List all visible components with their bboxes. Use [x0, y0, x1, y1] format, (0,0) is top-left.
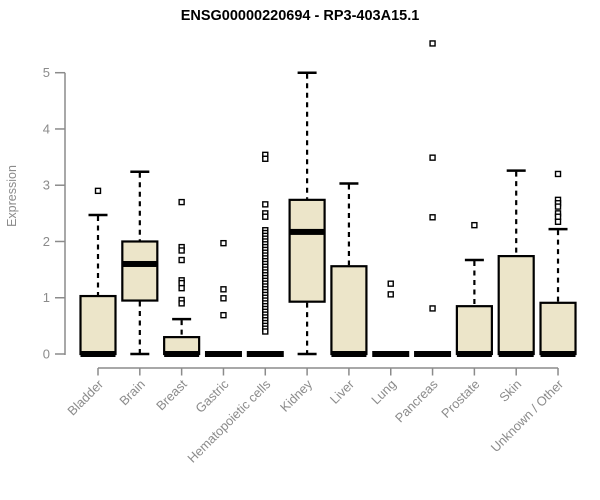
x-tick-label: Prostate: [438, 377, 482, 421]
outlier-point: [429, 214, 436, 221]
median-line: [246, 351, 284, 357]
outlier-point: [94, 187, 102, 195]
x-tick-label: Brain: [116, 377, 148, 409]
x-tick-label: Lung: [368, 377, 399, 408]
outlier-point: [471, 221, 478, 229]
outlier-point: [178, 300, 185, 307]
median-line: [80, 351, 116, 357]
outlier-point: [387, 291, 394, 298]
outlier-point: [554, 218, 562, 225]
chart-title: ENSG00000220694 - RP3-403A15.1: [180, 8, 420, 24]
outlier-point: [554, 203, 562, 210]
outlier-point: [429, 154, 436, 161]
outlier-point: [554, 213, 562, 220]
box-iqr: [79, 294, 117, 356]
outlier-point: [387, 280, 394, 287]
median-line: [289, 228, 325, 235]
box-iqr: [288, 198, 326, 303]
box-iqr: [497, 255, 535, 356]
outlier-point: [262, 213, 269, 220]
outlier-point: [178, 247, 185, 254]
median-line: [540, 351, 576, 357]
outlier-point: [262, 201, 269, 208]
y-tick-label: 0: [43, 347, 50, 362]
x-tick-label: Gastric: [192, 376, 232, 416]
y-tick-label: 5: [43, 65, 50, 80]
x-tick-label: Kidney: [277, 376, 316, 415]
median-line: [204, 351, 242, 357]
median-line: [331, 351, 367, 357]
x-tick-label: Breast: [153, 376, 190, 413]
outlier-point: [178, 256, 185, 264]
box-iqr: [455, 305, 493, 356]
x-tick-label: Bladder: [64, 376, 106, 418]
outlier-point: [178, 279, 185, 287]
outlier-point: [220, 239, 227, 247]
outlier-point: [220, 286, 227, 293]
outlier-point: [220, 311, 227, 319]
outlier-point: [429, 305, 436, 312]
outlier-point: [262, 155, 269, 162]
x-tick-label: Unknown / Other: [488, 376, 567, 455]
outlier-point: [554, 170, 562, 178]
outlier-point: [178, 284, 185, 292]
y-tick-label: 2: [43, 234, 50, 249]
median-line: [456, 351, 492, 357]
x-tick-label: Liver: [327, 376, 358, 407]
x-tick-label: Pancreas: [392, 377, 441, 426]
outlier-point: [429, 40, 436, 47]
y-axis-title: Expression: [5, 165, 19, 227]
median-line: [164, 351, 200, 357]
median-line: [498, 351, 534, 357]
outlier-point: [262, 328, 269, 335]
box-iqr: [121, 240, 159, 302]
y-tick-label: 4: [43, 121, 50, 136]
outlier-point: [220, 295, 227, 302]
median-line: [372, 351, 410, 357]
x-tick-label: Hematopoietic cells: [184, 377, 273, 466]
y-tick-label: 1: [43, 290, 50, 305]
x-tick-label: Skin: [496, 377, 524, 405]
median-line: [122, 260, 158, 267]
outlier-point: [178, 198, 185, 206]
box-iqr: [330, 265, 368, 356]
box-iqr: [539, 301, 577, 356]
y-tick-label: 3: [43, 178, 50, 193]
median-line: [414, 351, 452, 357]
